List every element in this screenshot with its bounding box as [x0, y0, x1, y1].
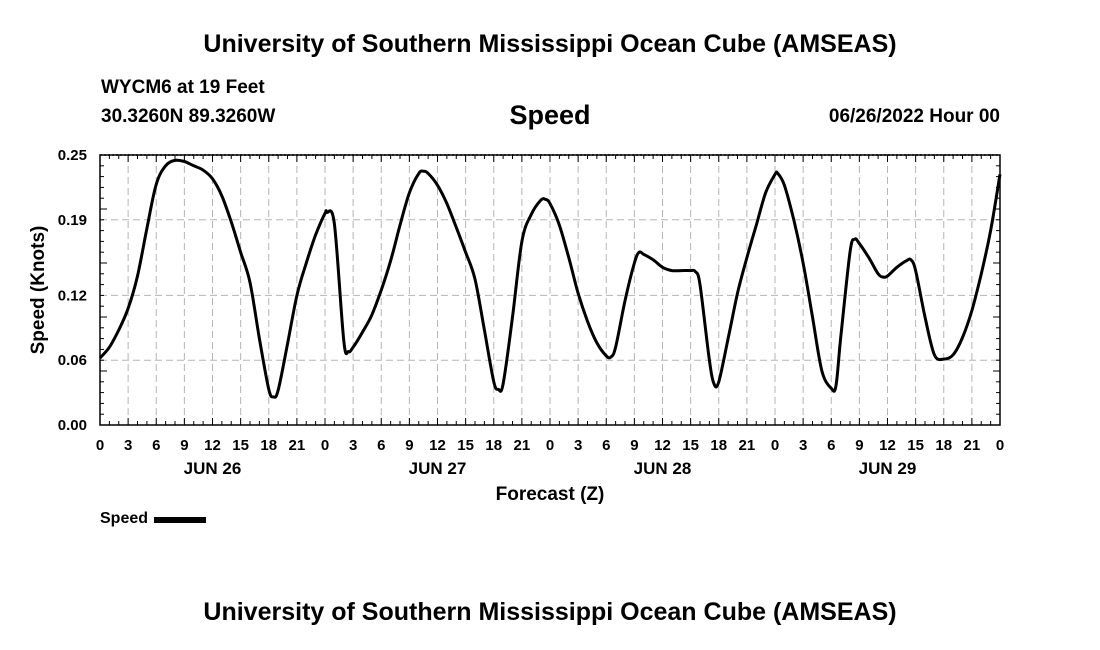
- legend: Speed: [100, 510, 207, 528]
- x-tick-label: 9: [630, 437, 638, 454]
- x-tick-label: 3: [799, 437, 807, 454]
- x-tick-label: 0: [96, 437, 104, 454]
- y-tick-label: 0.06: [58, 352, 87, 369]
- x-tick-label: 9: [855, 437, 863, 454]
- speed-series-line: [98, 158, 1002, 399]
- x-tick-label: 18: [260, 437, 277, 454]
- chart-title: Speed: [509, 100, 591, 130]
- axis-ticks: [99, 154, 1001, 426]
- x-tick-label: 3: [124, 437, 132, 454]
- x-tick-label: 6: [152, 437, 160, 454]
- x-tick-label: 0: [771, 437, 779, 454]
- x-tick-label: 9: [180, 437, 188, 454]
- forecast-date: 06/26/2022 Hour 00: [828, 106, 1000, 127]
- footer-title: University of Southern Mississippi Ocean…: [203, 598, 897, 626]
- x-tick-label: 21: [739, 437, 756, 454]
- x-tick-label: 6: [827, 437, 835, 454]
- x-tick-label: 21: [964, 437, 981, 454]
- x-tick-label: 12: [654, 437, 671, 454]
- x-tick-label: 0: [996, 437, 1004, 454]
- y-tick-label: 0.25: [58, 147, 87, 164]
- x-axis-title: Forecast (Z): [496, 484, 605, 505]
- y-axis-title: Speed (Knots): [28, 226, 49, 355]
- x-tick-label: 9: [405, 437, 413, 454]
- x-tick-label: 21: [514, 437, 531, 454]
- day-label: JUN 28: [634, 459, 692, 478]
- x-tick-label: 21: [289, 437, 306, 454]
- x-tick-label: 6: [377, 437, 385, 454]
- legend-swatch: [154, 517, 207, 523]
- y-tick-label: 0.12: [58, 287, 87, 304]
- x-tick-label: 3: [349, 437, 357, 454]
- x-tick-label: 15: [232, 437, 249, 454]
- axis-labels: 0 3 6 9 12 15 18 21 0 3 6 9 12 15 18 21 0 3 6 9 12 15 18 21 0 3 6 9…: [58, 147, 1004, 478]
- x-tick-label: 18: [710, 437, 727, 454]
- y-tick-label: 0.19: [58, 212, 87, 229]
- x-tick-label: 3: [574, 437, 582, 454]
- x-tick-label: 12: [879, 437, 896, 454]
- day-label: JUN 26: [184, 459, 242, 478]
- x-tick-label: 0: [321, 437, 329, 454]
- x-tick-label: 0: [546, 437, 554, 454]
- header-title: University of Southern Mississippi Ocean…: [203, 30, 897, 58]
- grid: [100, 155, 1000, 425]
- x-tick-label: 15: [457, 437, 474, 454]
- x-tick-label: 15: [682, 437, 699, 454]
- coordinates-label: 30.3260N 89.3260W: [101, 106, 276, 127]
- legend-label: Speed: [100, 510, 149, 527]
- station-label: WYCM6 at 19 Feet: [101, 77, 265, 98]
- x-tick-label: 6: [602, 437, 610, 454]
- day-label: JUN 27: [409, 459, 467, 478]
- x-tick-label: 12: [204, 437, 221, 454]
- day-label: JUN 29: [859, 459, 917, 478]
- x-tick-label: 18: [935, 437, 952, 454]
- x-tick-label: 15: [907, 437, 924, 454]
- y-tick-label: 0.00: [58, 417, 87, 434]
- x-tick-label: 18: [485, 437, 502, 454]
- x-tick-label: 12: [429, 437, 446, 454]
